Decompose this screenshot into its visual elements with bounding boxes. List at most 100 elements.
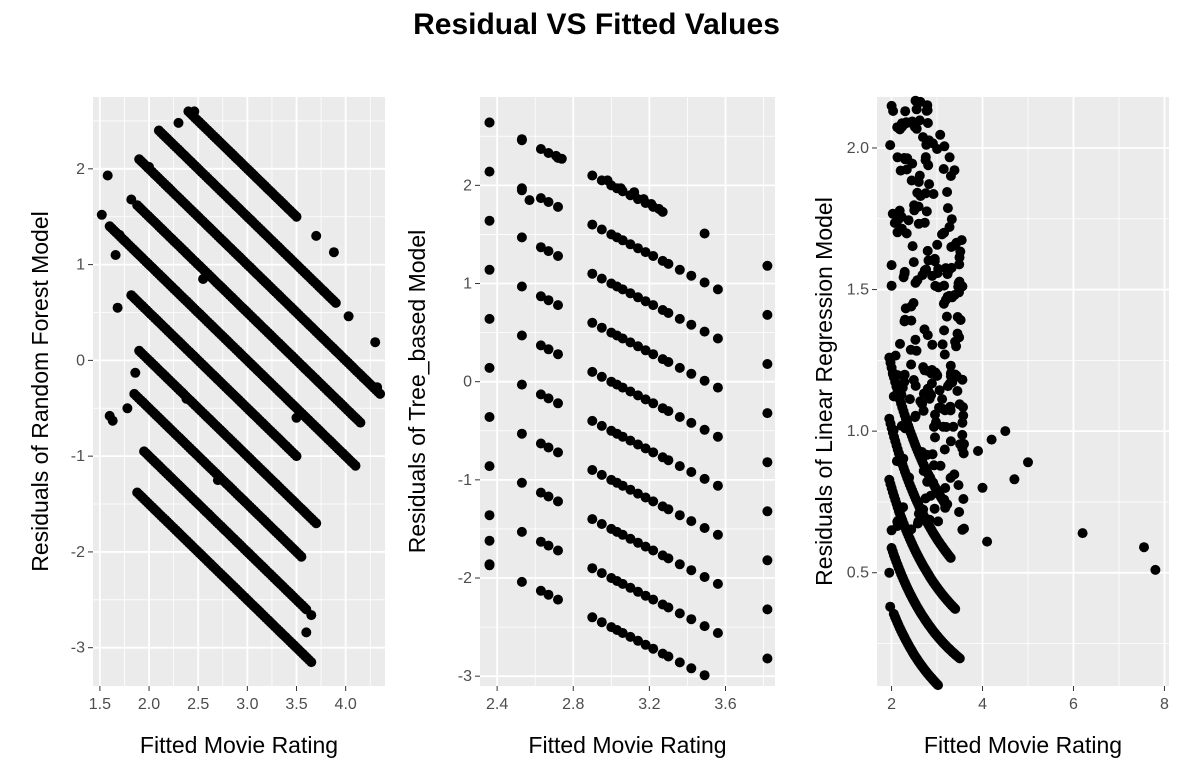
data-point <box>885 140 896 151</box>
x-tick-label: 2.5 <box>187 696 209 713</box>
data-point <box>884 567 895 578</box>
data-point <box>944 152 955 163</box>
data-point <box>927 339 938 350</box>
data-point <box>928 477 939 488</box>
data-point <box>646 199 657 209</box>
data-point <box>699 277 710 288</box>
chart-panel-1: 1.5 2.0 2.5 3.0 3.5 4.0 -3 -2 -1 0 1 2 Fitted Movie … <box>27 97 386 758</box>
data-point <box>945 360 956 371</box>
data-point <box>900 106 911 117</box>
data-point <box>484 510 495 521</box>
data-point <box>173 117 184 128</box>
data-point <box>587 563 598 574</box>
data-point <box>949 240 960 251</box>
data-point <box>130 367 141 378</box>
data-point <box>663 553 674 564</box>
data-point <box>922 245 933 256</box>
data-point <box>986 434 997 445</box>
data-point <box>674 608 685 619</box>
data-point <box>954 507 965 517</box>
data-point <box>912 275 923 286</box>
data-point <box>957 417 968 428</box>
data-points <box>96 106 386 668</box>
data-point <box>587 514 598 525</box>
data-point <box>762 408 773 419</box>
data-point <box>935 129 946 140</box>
data-point <box>615 183 626 194</box>
data-point <box>330 297 341 308</box>
data-point <box>940 483 951 493</box>
x-tick-label: 2 <box>887 696 896 713</box>
data-point <box>949 469 960 480</box>
data-point <box>674 313 685 324</box>
data-point <box>911 104 922 115</box>
data-point <box>535 487 546 498</box>
data-point <box>932 239 943 250</box>
data-point <box>950 369 961 380</box>
data-point <box>212 475 223 486</box>
data-point <box>934 402 944 413</box>
data-point <box>910 334 921 345</box>
data-points <box>884 95 1161 691</box>
data-point <box>587 465 598 475</box>
data-point <box>674 264 685 275</box>
data-point <box>913 177 924 187</box>
data-point <box>699 424 710 435</box>
data-point <box>663 258 674 269</box>
y-axis-label: Residuals of Linear Regression Model <box>811 197 837 586</box>
data-point <box>762 457 773 468</box>
data-point <box>906 315 917 326</box>
data-point <box>648 349 659 360</box>
data-point <box>633 635 643 646</box>
data-point <box>553 201 563 212</box>
data-point <box>587 219 598 230</box>
data-point <box>617 628 628 638</box>
data-point <box>942 499 953 510</box>
data-point <box>350 460 361 471</box>
data-point <box>942 187 953 197</box>
data-point <box>948 421 959 432</box>
data-point <box>920 155 931 166</box>
data-point <box>617 431 628 442</box>
data-point <box>885 601 896 612</box>
data-point <box>686 663 697 674</box>
data-point <box>596 273 607 284</box>
data-point <box>122 403 133 414</box>
data-point <box>895 165 906 176</box>
data-point <box>686 516 697 527</box>
data-point <box>617 382 628 393</box>
data-point <box>982 536 993 547</box>
data-point <box>535 536 546 547</box>
data-point <box>653 203 664 214</box>
data-point <box>946 214 957 225</box>
data-point <box>1023 457 1033 468</box>
data-point <box>625 582 636 593</box>
y-tick-label: 2.0 <box>847 140 869 157</box>
data-point <box>938 298 949 309</box>
data-point <box>633 243 643 254</box>
data-point <box>957 524 968 535</box>
data-point <box>553 251 563 261</box>
data-point <box>899 369 910 380</box>
data-point <box>553 300 563 311</box>
data-point <box>699 523 710 533</box>
data-point <box>640 247 651 258</box>
data-point <box>516 330 527 341</box>
data-point <box>952 312 963 322</box>
chart-panel-2: 2.4 2.8 3.2 3.6 -3 -2 -1 0 1 2 Fitted Movie Rating… <box>404 97 775 758</box>
data-point <box>922 366 933 376</box>
data-point <box>712 529 723 540</box>
data-point <box>892 227 903 238</box>
data-point <box>897 382 908 393</box>
data-point <box>602 175 613 186</box>
data-point <box>119 235 130 246</box>
data-point <box>640 492 651 503</box>
data-point <box>484 117 495 128</box>
data-point <box>663 406 674 417</box>
data-point <box>888 425 899 435</box>
data-point <box>888 391 899 402</box>
data-point <box>939 227 950 238</box>
data-point <box>954 259 965 270</box>
data-point <box>922 330 933 341</box>
